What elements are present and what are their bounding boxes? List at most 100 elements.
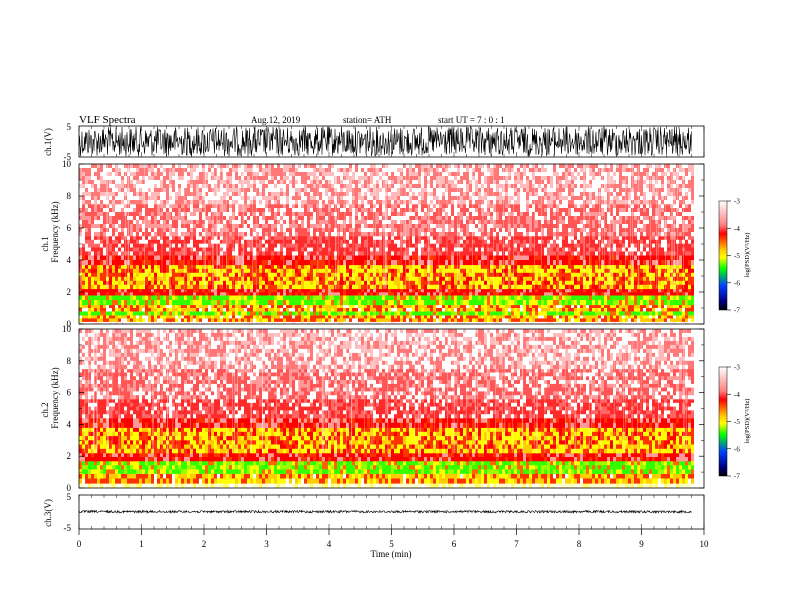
spectrogram-cell <box>481 260 484 266</box>
spectrogram-cell <box>556 272 559 278</box>
spectrogram-cell <box>379 304 382 309</box>
spectrogram-cell <box>400 315 403 319</box>
spectrogram-cell <box>385 300 388 306</box>
spectrogram-cell <box>112 315 115 319</box>
spectrogram-cell <box>460 292 463 296</box>
spectrogram-cell <box>535 268 538 274</box>
spectrogram-cell <box>595 284 598 290</box>
spectrogram-cell <box>394 276 397 282</box>
spectrogram-cell <box>175 280 178 286</box>
spectrogram-cell <box>298 318 301 322</box>
spectrogram-cell <box>250 311 253 316</box>
spectrogram-cell <box>148 276 151 282</box>
spectrogram-cell <box>88 272 91 278</box>
spectrogram-cell <box>457 264 460 270</box>
spectrogram-cell <box>157 251 160 256</box>
spectrogram-cell <box>397 308 400 312</box>
spectrogram-cell <box>112 268 115 274</box>
spectrogram-cell <box>679 304 682 309</box>
spectrogram-cell <box>262 239 265 244</box>
spectrogram-cell <box>679 247 682 252</box>
spectrogram-cell <box>283 318 286 322</box>
spectrogram-cell <box>151 243 154 248</box>
spectrogram-cell <box>91 212 94 217</box>
spectrogram-cell <box>661 268 664 274</box>
spectrogram-cell <box>691 280 694 286</box>
spectrogram-cell <box>259 292 262 296</box>
spectrogram-cell <box>592 236 595 241</box>
spectrogram-cell <box>592 272 595 278</box>
spectrogram-cell <box>145 321 148 325</box>
spectrogram-cell <box>91 239 94 244</box>
spectrogram-cell <box>133 239 136 244</box>
spectrogram-cell <box>364 308 367 312</box>
spectrogram-cell <box>256 247 259 252</box>
spectrogram-cell <box>82 311 85 316</box>
spectrogram-cell <box>688 251 691 256</box>
spectrogram-cell <box>424 315 427 319</box>
spectrogram-cell <box>520 304 523 309</box>
spectrogram-cell <box>583 304 586 309</box>
spectrogram-cell <box>172 255 175 261</box>
spectrogram-cell <box>580 243 583 248</box>
spectrogram-cell <box>430 300 433 306</box>
spectrogram-cell <box>274 247 277 252</box>
spectrogram-cell <box>298 268 301 274</box>
spectrogram-cell <box>322 288 325 293</box>
spectrogram-cell <box>241 304 244 309</box>
spectrogram-cell <box>301 321 304 325</box>
spectrogram-cell <box>331 268 334 274</box>
spectrogram-cell <box>100 311 103 316</box>
spectrogram-cell <box>319 292 322 296</box>
spectrogram-cell <box>319 276 322 282</box>
spectrogram-cell <box>529 315 532 319</box>
spectrogram-cell <box>133 251 136 256</box>
spectrogram-cell <box>559 311 562 316</box>
spectrogram-cell <box>85 276 88 282</box>
spectrogram-cell <box>214 288 217 293</box>
spectrogram-cell <box>679 264 682 270</box>
spectrogram-cell <box>187 304 190 309</box>
spectrogram-cell <box>670 315 673 319</box>
spectrogram-cell <box>118 236 121 241</box>
spectrogram-cell <box>364 295 367 301</box>
spectrogram-cell <box>511 260 514 266</box>
spectrogram-cell <box>100 288 103 293</box>
spectrogram-cell <box>148 255 151 261</box>
spectrogram-cell <box>409 276 412 282</box>
spectrogram-cell <box>691 300 694 306</box>
spectrogram-cell <box>91 260 94 266</box>
spectrogram-cell <box>286 243 289 248</box>
spectrogram-cell <box>499 321 502 325</box>
spectrogram-cell <box>157 276 160 282</box>
spectrogram-cell <box>520 251 523 256</box>
spectrogram-cell <box>565 318 568 322</box>
spectrogram-cell <box>607 311 610 316</box>
spectrogram-cell <box>109 243 112 248</box>
spectrogram-cell <box>355 236 358 241</box>
spectrogram-cell <box>235 243 238 248</box>
spectrogram-cell <box>208 284 211 290</box>
spectrogram-cell <box>208 236 211 241</box>
spectrogram-cell <box>100 260 103 266</box>
spectrogram-cell <box>532 276 535 282</box>
spectrogram-cell <box>307 311 310 316</box>
spectrogram-cell <box>478 308 481 312</box>
spectrogram-cell <box>136 208 139 213</box>
spectrogram-cell <box>244 243 247 248</box>
spectrogram-cell <box>202 239 205 244</box>
spectrogram-cell <box>331 300 334 306</box>
spectrogram-cell <box>178 264 181 270</box>
spectrogram-cell <box>541 247 544 252</box>
spectrogram-cell <box>655 318 658 322</box>
spectrogram-cell <box>406 243 409 248</box>
spectrogram-cell <box>691 304 694 309</box>
spectrogram-cell <box>574 260 577 266</box>
spectrogram-band <box>79 304 694 312</box>
spectrogram-cell <box>109 247 112 252</box>
spectrogram-cell <box>487 304 490 309</box>
spectrogram-cell <box>112 284 115 290</box>
spectrogram-cell <box>472 268 475 274</box>
spectrogram-cell <box>472 247 475 252</box>
spectrogram-cell <box>208 268 211 274</box>
